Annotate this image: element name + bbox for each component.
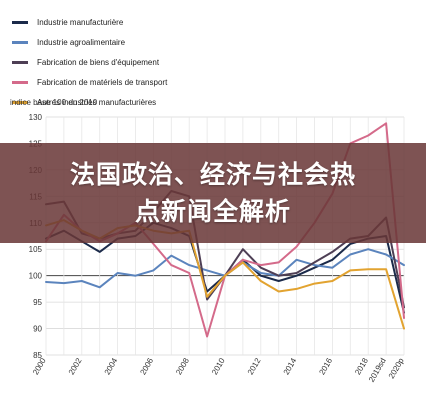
legend-item: Fabrication de matériels de transport [10,72,167,92]
legend-item: Industrie agroalimentaire [10,32,167,52]
headline-banner[interactable]: 法国政治、经济与社会热 点新闻全解析 [0,143,426,243]
y-tick-label: 105 [29,245,43,254]
x-tick-label: 2020p [387,356,406,380]
y-tick-label: 90 [33,325,42,334]
legend-swatch [12,60,28,64]
x-tick-label: 2012 [246,356,263,376]
x-tick-label: 2002 [67,356,84,376]
y-tick-label: 100 [29,272,43,281]
x-tick-label: 2018 [353,356,370,376]
chart-legend: Industrie manufacturière Industrie agroa… [10,12,167,112]
x-tick-label: 2019sd [367,357,388,384]
legend-swatch [12,100,28,104]
headline-line-2: 点新闻全解析 [134,197,291,226]
y-tick-label: 95 [33,298,42,307]
legend-label: Autres industries manufacturières [37,97,157,107]
legend-swatch [12,40,28,44]
legend-item: Autres industries manufacturières [10,92,167,112]
legend-label: Industrie agroalimentaire [37,37,126,47]
y-tick-label: 130 [29,113,43,122]
x-tick-label: 2008 [174,356,191,376]
legend-label: Fabrication de matériels de transport [37,77,168,87]
x-tick-label: 2014 [282,356,299,376]
x-tick-label: 2010 [210,356,227,376]
legend-swatch [12,20,28,24]
x-tick-label: 2016 [317,356,334,376]
legend-label: Fabrication de biens d'équipement [37,57,160,67]
x-tick-label: 2006 [138,356,155,376]
legend-item: Fabrication de biens d'équipement [10,52,167,72]
legend-item: Industrie manufacturière [10,12,167,32]
legend-label: Industrie manufacturière [37,17,124,27]
legend-swatch [12,80,28,84]
x-tick-label: 2004 [103,356,120,376]
y-tick-label: 85 [33,351,42,360]
headline-line-1: 法国政治、经济与社会热 [69,160,356,189]
x-axis: 2000 2002 2004 2006 2008 2010 2012 2014 2016 2018… [31,356,406,384]
y-axis-label: indice base 100 en 2010 [10,98,98,107]
